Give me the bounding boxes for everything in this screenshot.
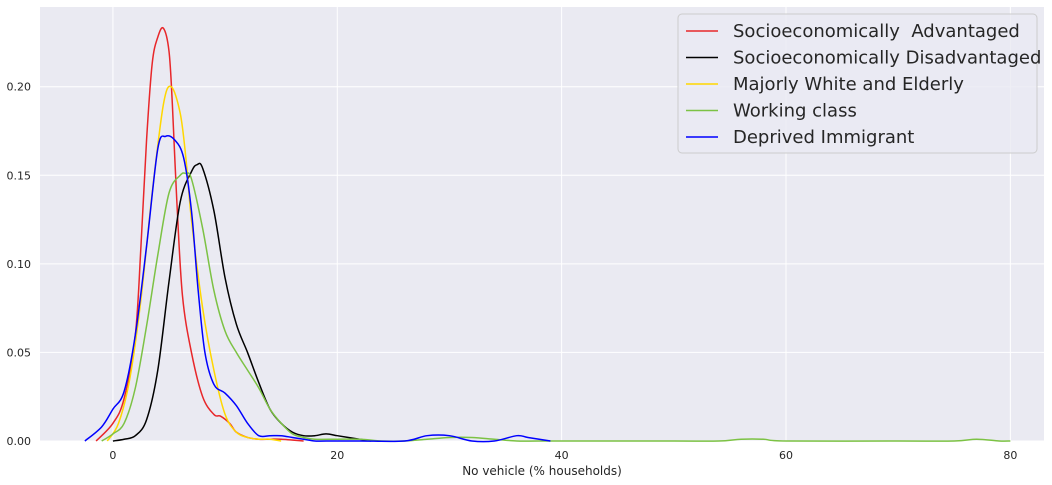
y-tick-label: 0.00 [7, 435, 32, 448]
series-layer [84, 26, 1011, 443]
legend-entry: Majorly White and Elderly [733, 74, 964, 95]
legend-entry: Socioeconomically Advantaged [733, 21, 1020, 42]
legend-entry: Working class [733, 101, 857, 122]
x-tick-labels: 0 20 40 60 80 [109, 449, 1017, 462]
series-line-3 [106, 85, 282, 442]
x-tick-label: 80 [1003, 449, 1017, 462]
x-tick-label: 20 [330, 449, 344, 462]
y-tick-label: 0.20 [7, 81, 32, 94]
series-line-2 [112, 162, 372, 442]
x-axis-label: No vehicle (% households) [462, 464, 622, 478]
y-tick-labels: 0.00 0.05 0.10 0.15 0.20 [7, 81, 32, 448]
x-tick-label: 0 [109, 449, 116, 462]
x-tick-label: 60 [779, 449, 793, 462]
legend-box [677, 13, 1038, 154]
y-tick-label: 0.15 [7, 169, 32, 182]
y-tick-label: 0.05 [7, 346, 32, 359]
series-line-5 [84, 134, 551, 443]
legend-entry: Socioeconomically Disadvantaged [733, 48, 1041, 69]
y-tick-label: 0.10 [7, 258, 32, 271]
x-tick-label: 40 [555, 449, 569, 462]
legend: Socioeconomically Advantaged Socioeconomi… [677, 13, 1041, 154]
legend-entry: Deprived Immigrant [733, 127, 914, 148]
series-line-4 [101, 172, 1011, 442]
